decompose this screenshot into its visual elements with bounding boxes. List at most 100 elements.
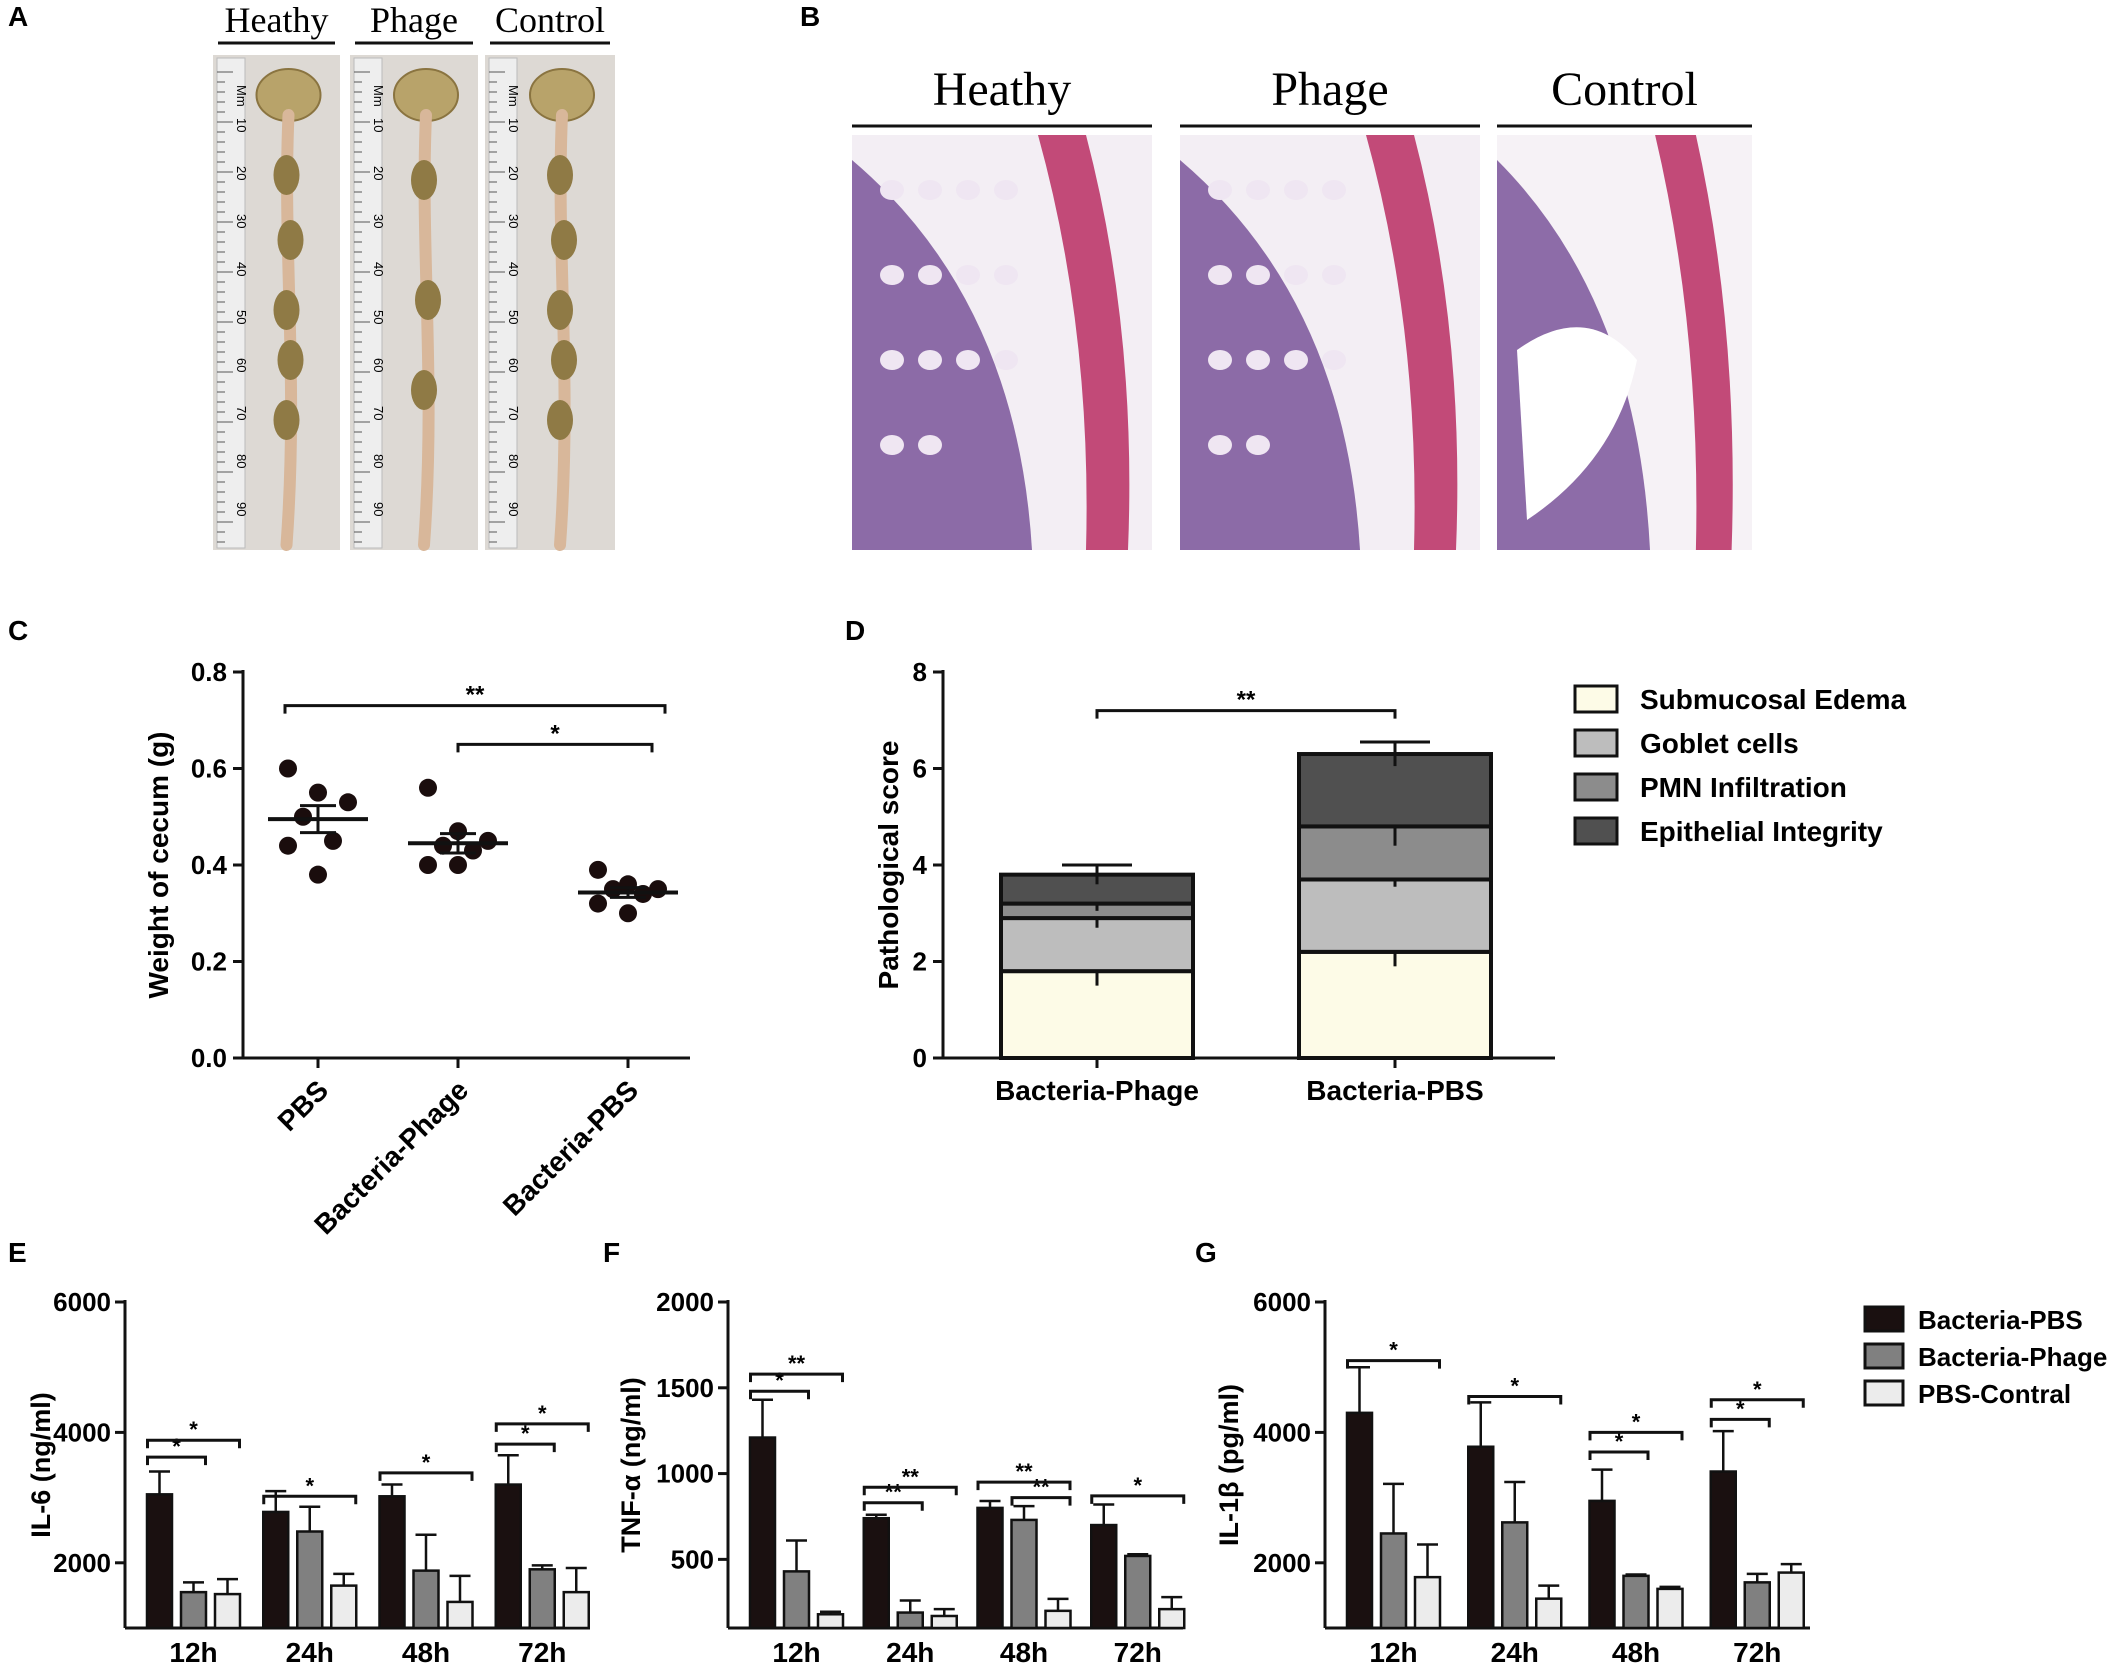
x-tick-label: 24h [886,1637,934,1666]
sig-chart-f-0-label: * [775,1368,784,1393]
ruler-number: 10 [506,118,521,132]
y-tick-label: 6 [913,754,927,784]
bar [1535,1597,1563,1630]
data-point [419,856,437,874]
bar [1413,1575,1442,1630]
fecal-pellet [273,400,300,440]
bar [976,1506,1004,1630]
sig-c-0-label: ** [466,682,485,709]
sig-chart-f-3-bracket [862,1485,958,1496]
y-tick-label: 4 [913,850,928,880]
fecal-pellet [273,290,300,330]
ruler-number: 10 [371,118,386,132]
legend-swatch [1573,816,1619,846]
goblet-cell [880,180,904,200]
goblet-cell [1322,350,1346,370]
data-point [479,831,497,850]
sig-chart-e-1-label: * [189,1417,198,1442]
goblet-cell [918,265,942,285]
legend-swatch [1863,1342,1905,1370]
chart-e-il6: 2000 4000 6000 IL-6 (ng/ml) 12h * * 24h * 48h * 72h… [26,1287,590,1666]
lesion [1517,327,1637,520]
goblet-cell [880,265,904,285]
sig-chart-g-1-bracket [1467,1395,1563,1405]
legend-cytokines: Bacteria-PBS Bacteria-Phage PBS-Contral [1863,1305,2107,1409]
data-point [279,836,297,855]
sig-chart-f-6-label: * [1133,1473,1142,1498]
goblet-cell [1284,180,1308,200]
ruler-number: 60 [371,358,386,372]
fecal-pellet [551,340,577,380]
y-tick-label: 0 [913,1043,927,1073]
sig-chart-g-4-label: * [1736,1396,1745,1421]
fecal-pellet [547,155,573,195]
sig-chart-g-3-bracket [1588,1430,1684,1441]
chart-d-pathological-score: 0 2 4 6 8 Pathological score Bacteria-Phage Bac… [873,657,1907,1106]
data-point [619,904,637,923]
ruler-strip [216,57,246,549]
sig-chart-e-4-bracket [494,1442,556,1453]
muscularis [1038,135,1130,550]
y-tick-label: 8 [913,657,927,687]
panel-label-d: D [845,615,865,646]
data-point [419,778,437,797]
sig-chart-e-5-bracket [494,1422,590,1432]
data-point [279,759,297,778]
sig-chart-f-4-bracket [1010,1496,1072,1506]
data-point [449,822,467,841]
y-tick-label: 2000 [656,1287,714,1317]
fecal-pellet [273,155,300,195]
y-tick-label: 500 [671,1544,714,1574]
ruler-number: 30 [234,214,249,228]
ruler-number: 20 [506,166,521,180]
data-point [449,856,467,874]
muscularis [1366,135,1458,550]
y-tick-label: 1000 [656,1459,714,1489]
ruler-number: 60 [234,358,249,372]
sig-chart-f-2-label: ** [885,1480,903,1505]
x-tick-label: 48h [1612,1637,1660,1666]
ruler-number: 90 [371,502,386,516]
ruler-number: 20 [371,166,386,180]
bar [1345,1411,1374,1630]
bar [494,1483,522,1630]
ruler-number: 80 [234,454,249,468]
bar [782,1570,811,1630]
sig-chart-f-5-label: ** [1015,1459,1033,1484]
fecal-pellet [415,280,441,320]
bar [1709,1470,1737,1630]
bar [1090,1523,1118,1630]
legend-swatch [1573,728,1619,758]
bar [1777,1571,1805,1630]
bar [262,1510,290,1630]
bar [816,1613,845,1630]
goblet-cell [880,435,904,455]
histology-label-0: Heathy [933,63,1072,116]
y-tick-label: 0.8 [191,657,227,687]
ruler-number: 70 [371,406,386,420]
fecal-pellet [547,400,573,440]
data-point [434,836,452,855]
x-tick-label: 72h [518,1637,566,1666]
goblet-cell [1246,350,1270,370]
bar [1158,1607,1186,1630]
fecal-pellet [277,220,304,260]
sig-chart-g-1-label: * [1510,1374,1519,1399]
histology-label-1: Phage [1271,63,1388,116]
bar [412,1569,440,1630]
y-tick-label: 4000 [1253,1417,1311,1447]
x-tick-label: Bacteria-PBS [497,1074,644,1221]
data-point [309,865,327,884]
data-point [589,860,607,879]
sig-d-0-bracket [1095,709,1397,719]
fecal-pellet [551,220,577,260]
sig-chart-g-0-bracket [1346,1359,1441,1369]
panel-label-c: C [8,615,28,646]
ruler-number: 30 [371,214,386,228]
legend-swatch [1863,1305,1905,1333]
bar [896,1611,924,1630]
ruler-number: 70 [234,406,249,420]
legend-label: Bacteria-Phage [1918,1342,2107,1372]
sig-chart-e-5-label: * [538,1401,547,1426]
